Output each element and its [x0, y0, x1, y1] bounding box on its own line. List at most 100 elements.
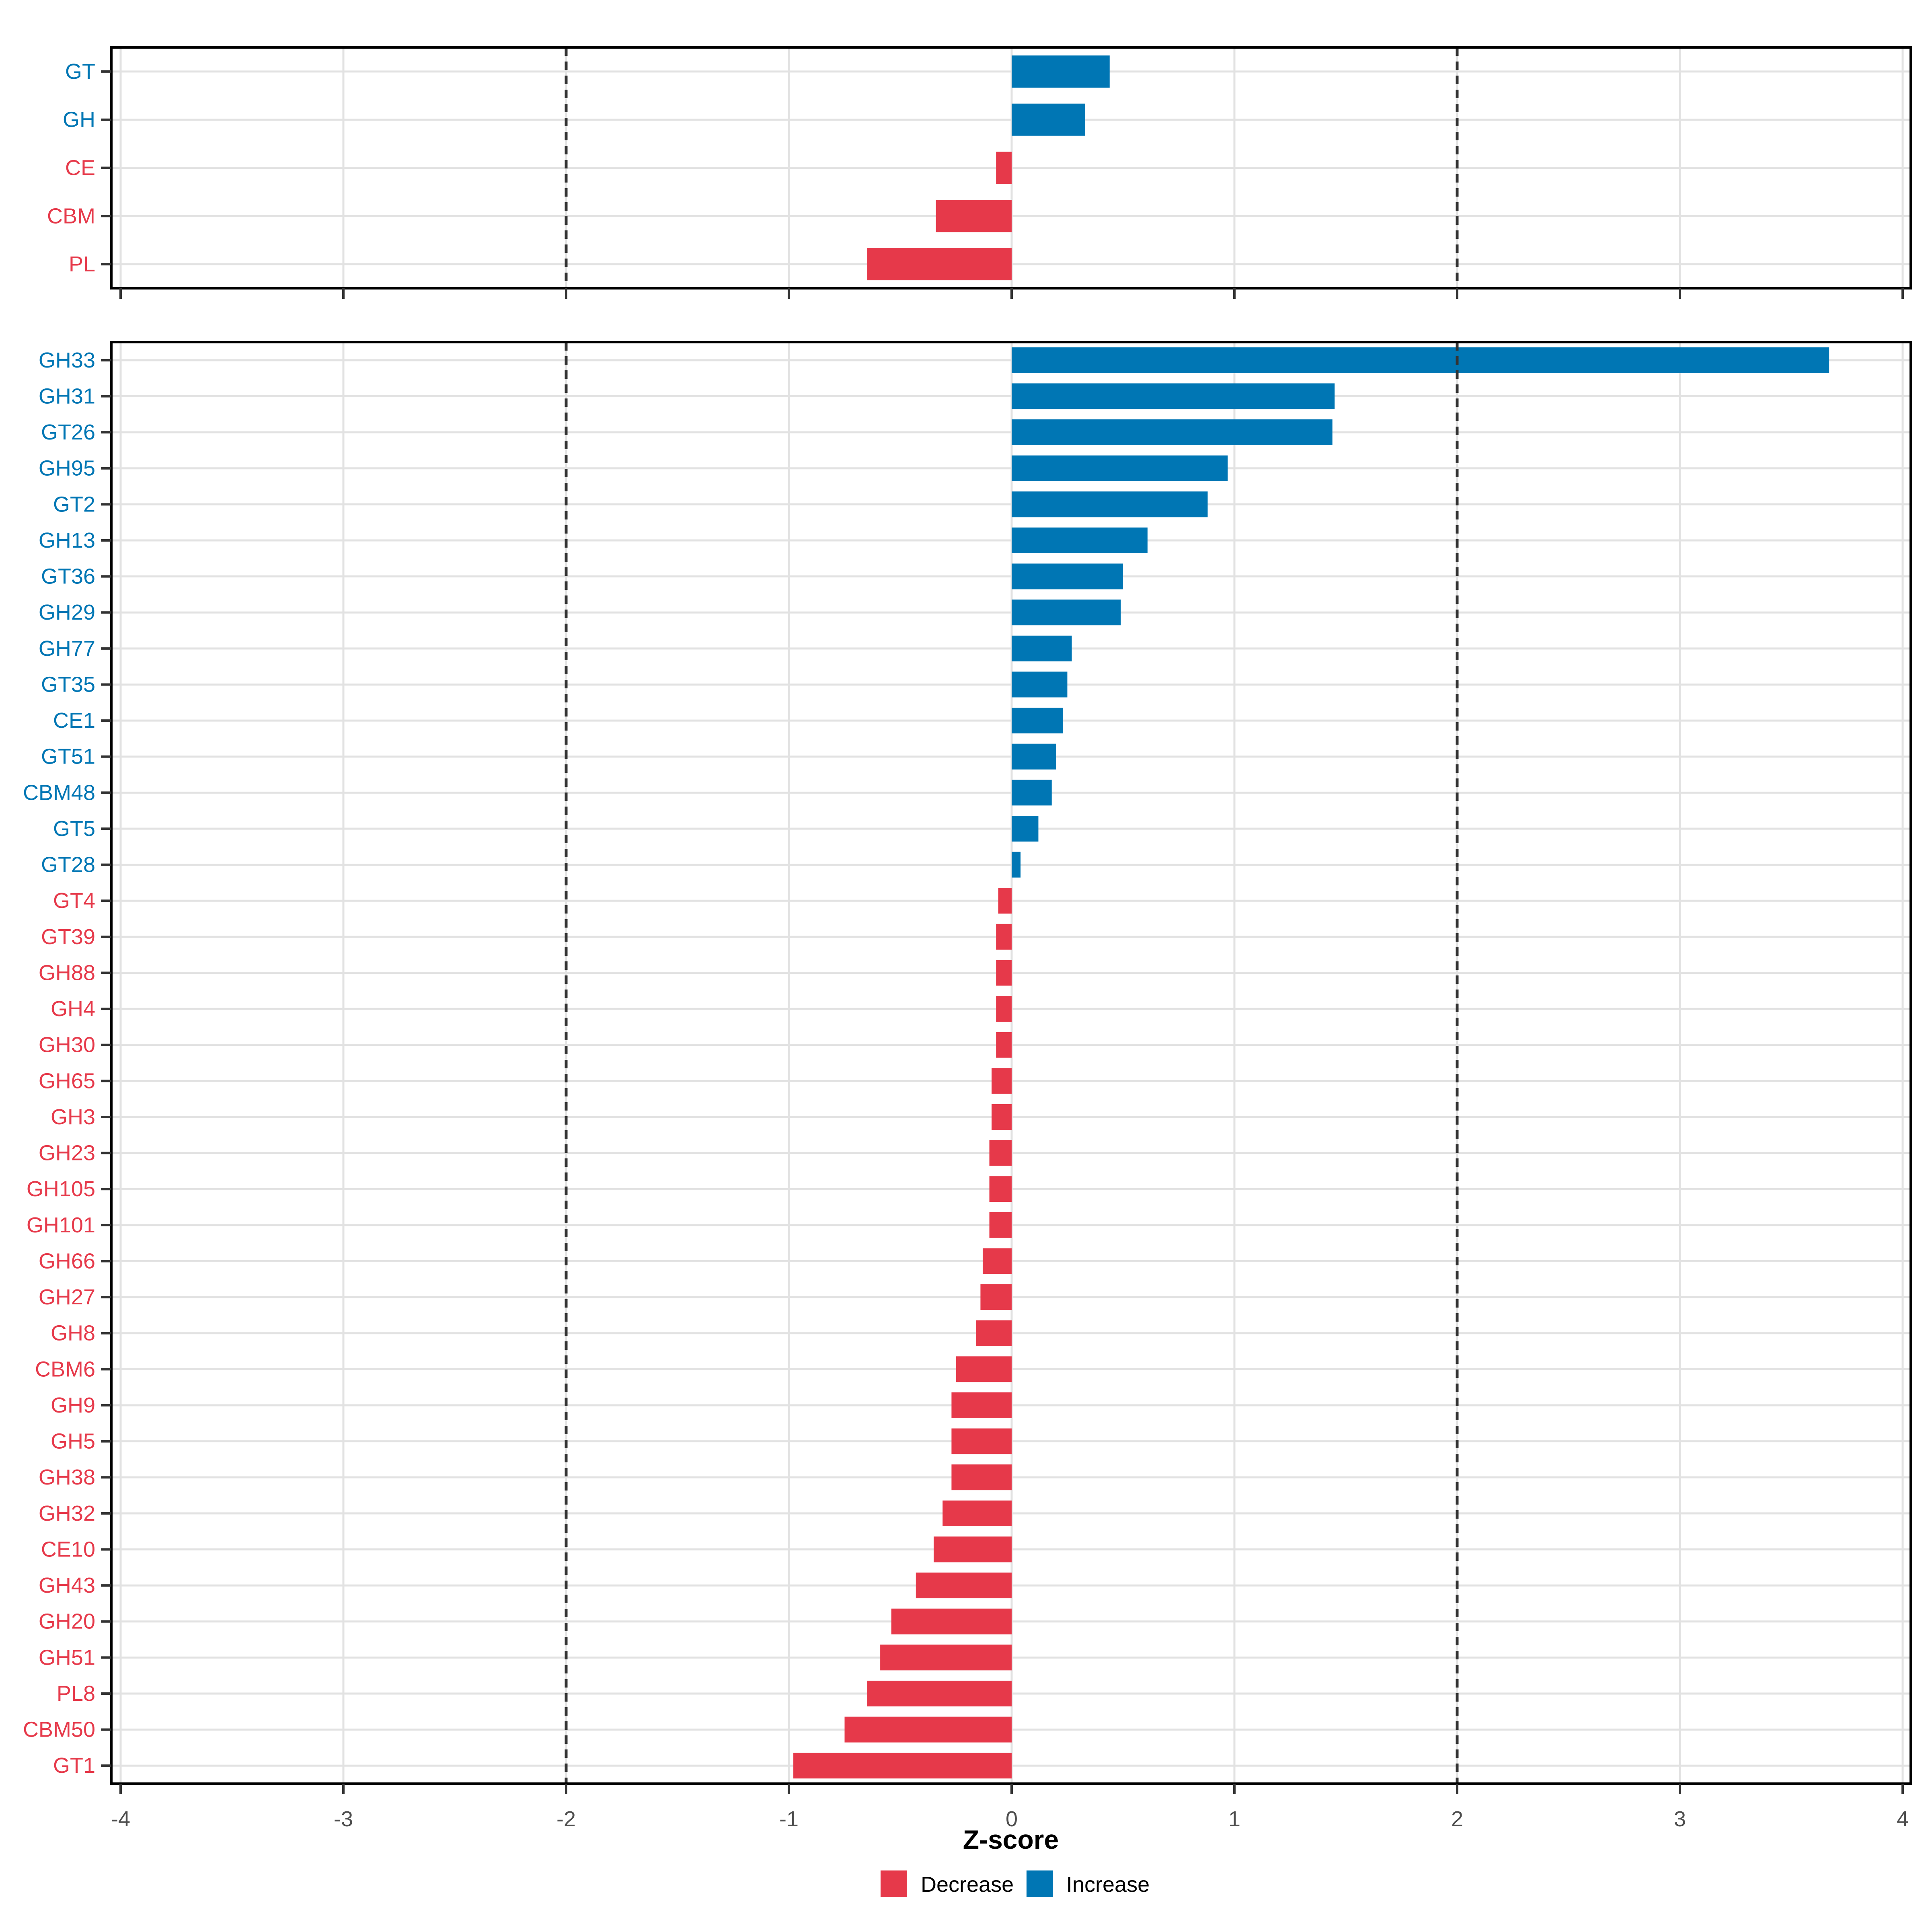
- x-tick-label: 2: [1451, 1807, 1463, 1831]
- category-label-CBM6: CBM6: [35, 1357, 95, 1381]
- bar-GH66: [982, 1248, 1012, 1274]
- category-label-GH9: GH9: [51, 1393, 95, 1417]
- bar-PL: [866, 248, 1012, 281]
- bar-GT35: [1012, 671, 1068, 698]
- category-label-GH43: GH43: [39, 1573, 95, 1597]
- bar-GH13: [1012, 527, 1148, 553]
- bar-GH: [1012, 103, 1085, 136]
- category-label-GH38: GH38: [39, 1465, 95, 1489]
- bar-CBM6: [956, 1356, 1012, 1382]
- category-label-GT36: GT36: [41, 565, 95, 589]
- category-label-GH20: GH20: [39, 1610, 95, 1634]
- category-label-GH4: GH4: [51, 997, 95, 1021]
- bar-GH29: [1012, 600, 1121, 626]
- bar-GT28: [1012, 852, 1021, 878]
- category-label-GT26: GT26: [41, 420, 95, 444]
- bar-GH27: [980, 1284, 1012, 1310]
- x-axis-title: Z-score: [963, 1825, 1059, 1854]
- category-label-GT39: GT39: [41, 925, 95, 949]
- x-tick-label: 0: [1006, 1807, 1018, 1831]
- category-label-GT4: GT4: [53, 889, 95, 913]
- category-label-CE1: CE1: [53, 708, 95, 733]
- category-label-GH8: GH8: [51, 1321, 95, 1345]
- bar-GH8: [976, 1320, 1012, 1346]
- category-label-GH29: GH29: [39, 600, 95, 624]
- category-label-CBM48: CBM48: [23, 780, 95, 805]
- category-label-CBM: CBM: [47, 204, 95, 228]
- category-label-GH77: GH77: [39, 636, 95, 661]
- category-label-GH13: GH13: [39, 528, 95, 552]
- bar-GT39: [996, 924, 1012, 950]
- category-label-GH32: GH32: [39, 1501, 95, 1525]
- bar-GH20: [891, 1608, 1012, 1634]
- category-label-GH66: GH66: [39, 1249, 95, 1273]
- bar-GH4: [996, 996, 1012, 1022]
- x-tick-label: -1: [779, 1807, 799, 1831]
- category-label-GH: GH: [63, 108, 95, 132]
- bar-GH43: [916, 1573, 1012, 1599]
- category-label-GT51: GT51: [41, 745, 95, 769]
- bar-GH101: [989, 1212, 1012, 1238]
- bar-GT5: [1012, 815, 1039, 842]
- bar-CE1: [1012, 708, 1063, 734]
- bar-GH31: [1012, 383, 1335, 409]
- legend: Decrease Increase: [881, 1870, 1150, 1897]
- x-tick-label: 4: [1897, 1807, 1909, 1831]
- category-label-GH65: GH65: [39, 1069, 95, 1093]
- bar-GH77: [1012, 635, 1072, 661]
- category-label-CE10: CE10: [41, 1537, 95, 1561]
- category-label-GH95: GH95: [39, 456, 95, 480]
- category-label-PL: PL: [69, 252, 95, 276]
- bar-GT51: [1012, 743, 1056, 770]
- panel-enzyme-classes: GT GH CE CBM PL: [47, 46, 1912, 299]
- category-label-GH5: GH5: [51, 1429, 95, 1454]
- bar-CE: [996, 152, 1012, 184]
- bar-GH51: [880, 1645, 1012, 1671]
- category-label-CBM50: CBM50: [23, 1718, 95, 1742]
- x-tick-label: 3: [1674, 1807, 1686, 1831]
- category-label-GH88: GH88: [39, 961, 95, 985]
- category-label-GT5: GT5: [53, 817, 95, 841]
- category-label-CE: CE: [65, 156, 95, 180]
- bar-GT36: [1012, 563, 1123, 589]
- legend-label-decrease: Decrease: [921, 1872, 1014, 1897]
- category-label-GH101: GH101: [27, 1213, 95, 1237]
- bar-CBM50: [844, 1716, 1012, 1743]
- bar-GH38: [951, 1464, 1012, 1491]
- category-label-GH23: GH23: [39, 1141, 95, 1165]
- x-tick-label: -4: [111, 1807, 130, 1831]
- x-tick-label: 1: [1228, 1807, 1240, 1831]
- bar-GH95: [1012, 455, 1228, 481]
- legend-swatch-decrease: [881, 1870, 907, 1897]
- category-label-GT28: GT28: [41, 853, 95, 877]
- bar-GH105: [989, 1176, 1012, 1202]
- bar-GH88: [996, 960, 1012, 986]
- bar-GH33: [1012, 347, 1829, 373]
- bar-GT1: [793, 1753, 1012, 1779]
- category-label-GH30: GH30: [39, 1033, 95, 1057]
- category-label-GH31: GH31: [39, 384, 95, 408]
- category-label-GH27: GH27: [39, 1285, 95, 1309]
- bar-GT4: [998, 888, 1012, 914]
- bar-GT26: [1012, 419, 1333, 446]
- legend-label-increase: Increase: [1066, 1872, 1150, 1897]
- category-label-PL8: PL8: [57, 1682, 95, 1706]
- bar-CBM48: [1012, 780, 1052, 806]
- category-label-GH33: GH33: [39, 348, 95, 372]
- bar-GT2: [1012, 491, 1208, 517]
- panel-enzyme-families: GH33GH31GT26GH95GT2GH13GT36GH29GH77GT35C…: [23, 341, 1912, 1831]
- bar-GH30: [996, 1032, 1012, 1058]
- bar-GT: [1012, 55, 1110, 88]
- category-label-GT1: GT1: [53, 1753, 95, 1778]
- bar-GH3: [992, 1104, 1012, 1130]
- x-tick-label: -2: [556, 1807, 576, 1831]
- bar-GH32: [942, 1500, 1012, 1526]
- bar-CE10: [934, 1536, 1012, 1562]
- category-label-GH105: GH105: [27, 1177, 95, 1201]
- legend-swatch-increase: [1027, 1870, 1053, 1897]
- bar-GH23: [989, 1140, 1012, 1166]
- category-label-GH51: GH51: [39, 1645, 95, 1669]
- category-label-GH3: GH3: [51, 1105, 95, 1129]
